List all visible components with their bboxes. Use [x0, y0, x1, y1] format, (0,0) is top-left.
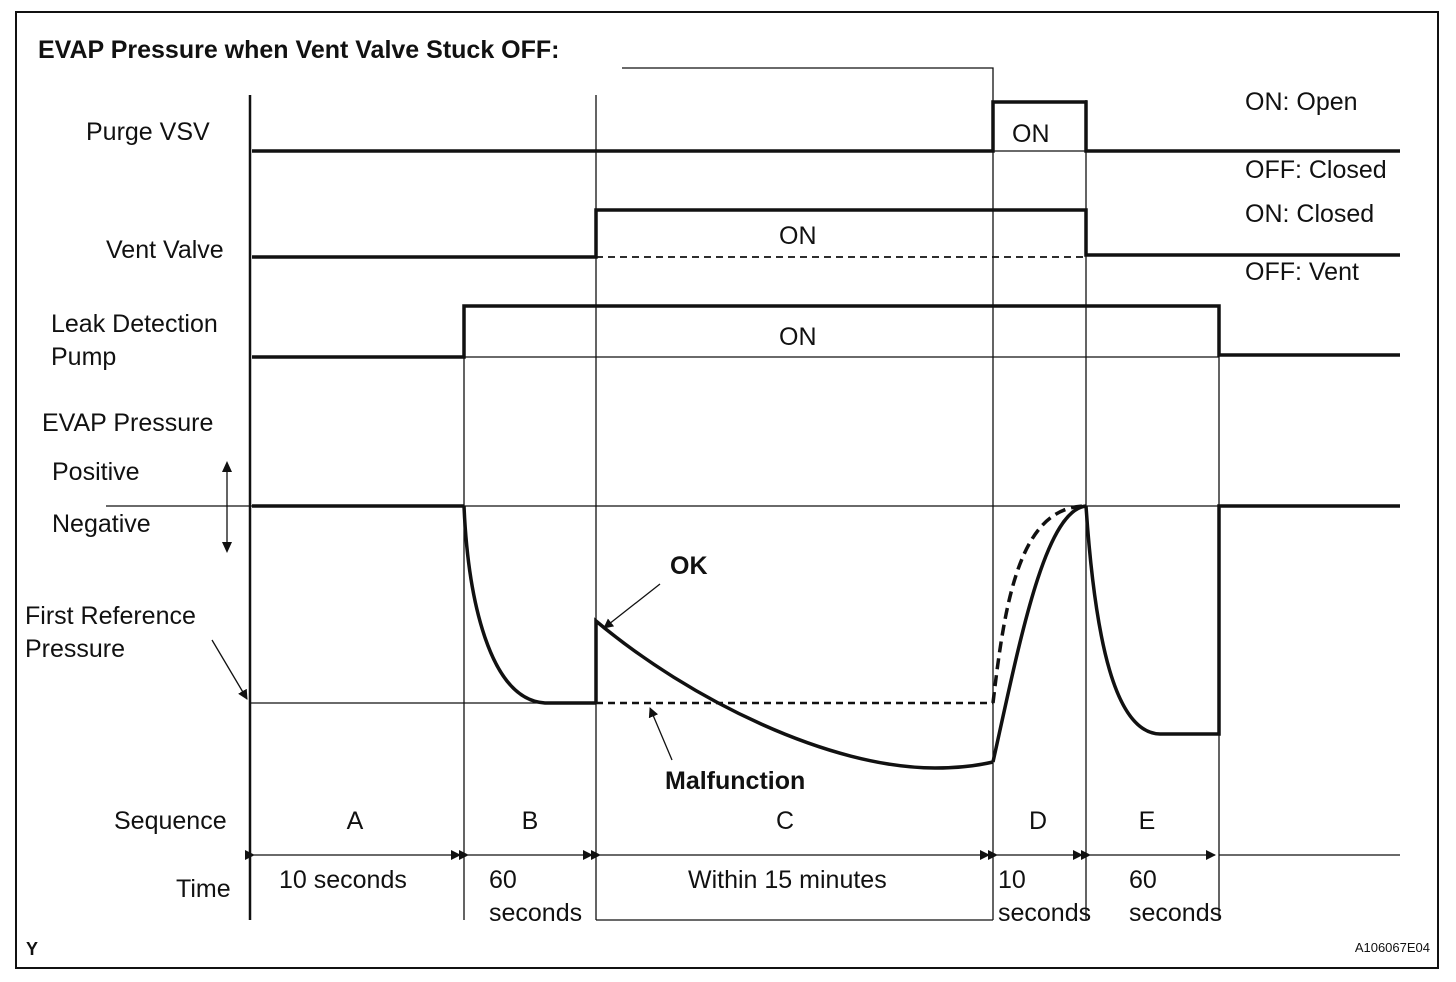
time-b-line1: 60 [489, 866, 517, 894]
evap-pressure-signal: EVAP Pressure Positive Negative First Re… [25, 409, 1400, 795]
vent-valve-state-on: ON: Closed [1245, 200, 1374, 228]
time-d-line2: seconds [998, 899, 1091, 927]
negative-label: Negative [52, 510, 151, 538]
leak-pump-label-line1: Leak Detection [51, 310, 218, 338]
purge-vsv-signal: Purge VSV ON ON: Open OFF: Closed [86, 88, 1400, 184]
vent-valve-label: Vent Valve [106, 236, 224, 264]
time-d-line1: 10 [998, 866, 1026, 894]
time-e-line2: seconds [1129, 899, 1222, 927]
vent-valve-state-off: OFF: Vent [1245, 258, 1359, 286]
title-bracket-line [622, 67, 994, 100]
phase-b-label: B [522, 807, 539, 835]
phase-c-label: C [776, 807, 794, 835]
diagram-frame [15, 11, 1439, 969]
first-reference-label-line2: Pressure [25, 635, 125, 663]
purge-vsv-state-on: ON: Open [1245, 88, 1358, 116]
vent-valve-signal: Vent Valve ON ON: Closed OFF: Vent [106, 200, 1400, 286]
first-reference-pointer [211, 639, 248, 700]
positive-label: Positive [52, 458, 140, 486]
sequence-label: Sequence [114, 807, 227, 835]
time-a: 10 seconds [279, 866, 407, 894]
phase-d-label: D [1029, 807, 1047, 835]
time-c: Within 15 minutes [688, 866, 887, 894]
time-e-line1: 60 [1129, 866, 1157, 894]
time-b-line2: seconds [489, 899, 582, 927]
evap-pressure-label: EVAP Pressure [42, 409, 213, 437]
time-label: Time [176, 875, 231, 903]
phase-e-label: E [1139, 807, 1156, 835]
ok-label: OK [670, 552, 708, 580]
phase-a-label: A [347, 807, 364, 835]
time-row: Time 10 seconds 60 seconds Within 15 min… [176, 850, 1400, 927]
first-reference-label-line1: First Reference [25, 602, 196, 630]
ok-pointer [603, 583, 661, 629]
leak-pump-on-text: ON [779, 323, 817, 351]
vent-valve-on-text: ON [779, 222, 817, 250]
purge-vsv-on-text: ON [1012, 120, 1050, 148]
malfunction-label: Malfunction [665, 767, 805, 795]
sequence-row: Sequence A B C D E [114, 807, 1155, 835]
purge-vsv-label: Purge VSV [86, 118, 210, 146]
leak-pump-label-line2: Pump [51, 343, 116, 371]
leak-pump-signal: Leak Detection Pump ON [51, 304, 1400, 371]
diagram-title: EVAP Pressure when Vent Valve Stuck OFF: [38, 36, 560, 64]
purge-vsv-state-off: OFF: Closed [1245, 156, 1387, 184]
corner-mark: Y [26, 939, 38, 959]
figure-id: A106067E04 [1355, 940, 1430, 955]
malfunction-pointer [648, 707, 673, 761]
